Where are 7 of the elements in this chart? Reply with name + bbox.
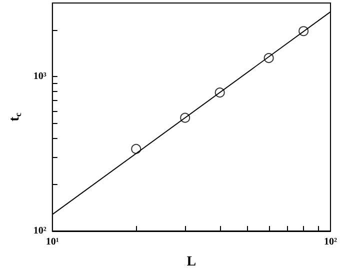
y-axis-title: tc: [8, 112, 23, 122]
point: [214, 88, 225, 98]
x-axis-title: L: [186, 254, 196, 270]
x-tick-label: 10¹: [46, 236, 59, 248]
y-tick-label: 10³: [33, 71, 46, 82]
point: [131, 144, 142, 154]
point: [298, 26, 309, 36]
